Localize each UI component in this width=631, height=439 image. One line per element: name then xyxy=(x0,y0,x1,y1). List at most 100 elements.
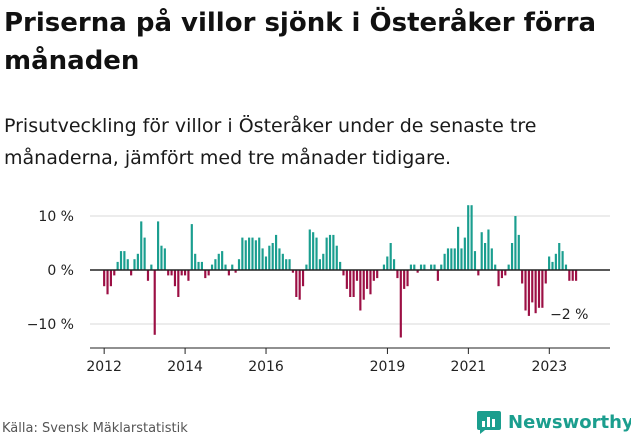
bar xyxy=(298,270,301,300)
bar xyxy=(217,253,220,270)
bar xyxy=(200,261,203,270)
bar xyxy=(281,253,284,270)
brand-logo[interactable]: Newsworthy xyxy=(476,407,631,437)
x-tick-label: 2014 xyxy=(167,359,203,375)
x-tick-label: 2016 xyxy=(248,359,284,375)
brand-name: Newsworthy xyxy=(508,411,631,433)
bar xyxy=(366,270,369,289)
y-tick-label: 10 % xyxy=(38,209,74,225)
newsworthy-logo-icon xyxy=(477,411,501,434)
bar xyxy=(221,251,224,270)
bar xyxy=(106,270,109,295)
bar xyxy=(386,256,389,270)
bar xyxy=(251,237,254,270)
bar xyxy=(113,270,116,276)
bar xyxy=(534,270,537,314)
bar xyxy=(443,253,446,270)
bar xyxy=(544,270,547,284)
bar xyxy=(146,270,150,281)
bar xyxy=(335,245,338,270)
bar xyxy=(248,237,251,270)
bar xyxy=(312,232,315,270)
bar xyxy=(514,216,517,270)
bar xyxy=(150,264,153,270)
bar xyxy=(160,245,163,270)
bar xyxy=(291,270,295,273)
bar xyxy=(328,234,332,270)
x-tick-label: 2023 xyxy=(531,359,567,375)
bar xyxy=(285,259,288,270)
bar xyxy=(558,243,561,270)
bar xyxy=(177,270,180,297)
bar xyxy=(355,270,359,281)
bar xyxy=(258,237,261,270)
bar xyxy=(116,261,119,270)
bar xyxy=(345,270,348,289)
bar xyxy=(416,270,419,273)
bar xyxy=(403,270,406,289)
bar xyxy=(541,270,544,308)
bar xyxy=(352,270,355,297)
bar xyxy=(500,270,504,279)
bar xyxy=(477,270,480,276)
bar-chart: 10 % 0 % −10 % 2012 2014 2016 2019 2021 2023 −2 % xyxy=(27,205,610,375)
chart-subtitle: Prisutveckling för villor i Österåker un… xyxy=(4,115,537,169)
bar xyxy=(470,205,473,270)
bar xyxy=(170,270,173,276)
bar xyxy=(339,261,342,270)
bar xyxy=(571,270,574,281)
bar xyxy=(409,264,412,270)
bar xyxy=(372,270,375,281)
bar xyxy=(342,270,345,276)
bar xyxy=(568,270,571,281)
bar xyxy=(231,264,234,270)
bar xyxy=(214,259,217,270)
bar xyxy=(369,270,372,295)
bar xyxy=(204,270,207,279)
bar xyxy=(173,270,177,287)
bar xyxy=(197,261,200,270)
bar xyxy=(382,264,386,270)
bar xyxy=(109,270,112,287)
bar xyxy=(143,237,146,270)
bar xyxy=(136,253,139,270)
bar xyxy=(554,253,557,270)
bar xyxy=(430,264,433,270)
bar xyxy=(521,270,524,284)
bar xyxy=(548,256,551,270)
bar xyxy=(480,232,483,270)
bar xyxy=(446,248,450,270)
bar xyxy=(433,264,436,270)
bar xyxy=(183,270,187,276)
bar xyxy=(362,270,365,300)
bar xyxy=(308,229,311,270)
bar xyxy=(194,253,197,270)
bar xyxy=(463,237,466,270)
bar xyxy=(494,264,497,270)
bar xyxy=(467,205,470,270)
bar xyxy=(399,270,402,338)
bar xyxy=(274,234,278,270)
bar xyxy=(564,264,568,270)
bar xyxy=(517,234,520,270)
chart-title: Priserna på villor sjönk i Österåker för… xyxy=(4,8,596,76)
bar xyxy=(237,259,241,270)
bar xyxy=(575,270,578,281)
bar xyxy=(264,256,268,270)
bar xyxy=(126,259,129,270)
bar xyxy=(450,248,453,270)
bar xyxy=(207,270,210,276)
bar xyxy=(483,243,487,270)
bar xyxy=(224,264,227,270)
bar xyxy=(322,253,325,270)
bar xyxy=(349,270,352,297)
bar xyxy=(153,270,156,335)
bar xyxy=(473,251,477,270)
bar xyxy=(551,261,554,270)
bar xyxy=(392,259,396,270)
bar xyxy=(315,237,318,270)
bar xyxy=(436,270,439,281)
bar xyxy=(359,270,362,311)
bar xyxy=(140,221,143,270)
bar xyxy=(180,270,183,276)
